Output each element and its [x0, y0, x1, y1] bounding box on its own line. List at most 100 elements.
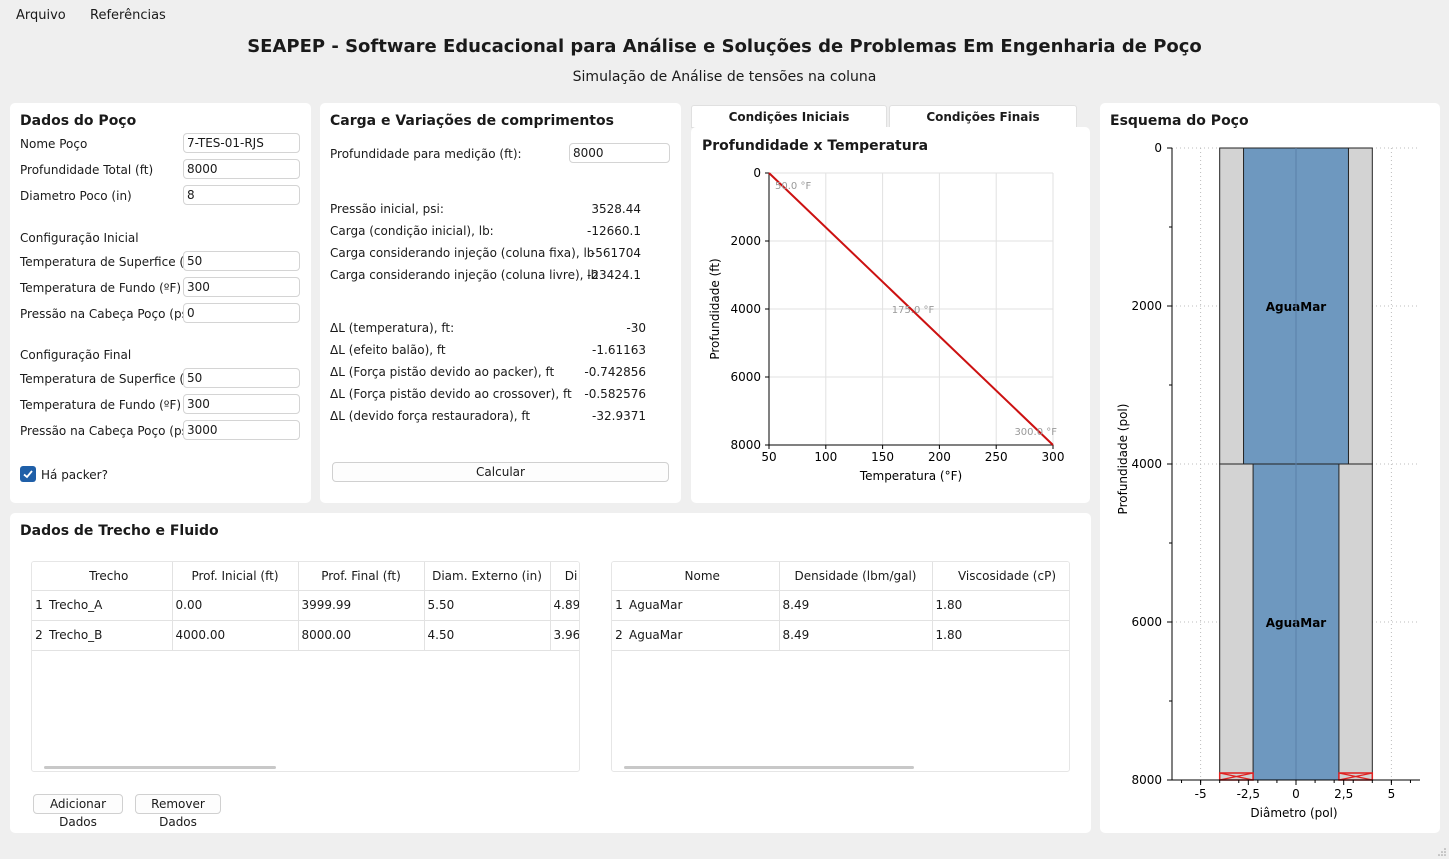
trecho-header-prof-inicial[interactable]: Prof. Inicial (ft) — [172, 562, 299, 591]
y-tick-label: 0 — [753, 166, 761, 180]
adicionar-dados-button[interactable]: Adicionar Dados — [33, 794, 123, 829]
y-tick-label: 8000 — [730, 438, 761, 452]
row-number: 1 — [32, 590, 46, 621]
ini-temp-fundo-input[interactable] — [183, 277, 300, 297]
x-tick-label: 100 — [814, 450, 837, 464]
carga-result-label: Carga (condição inicial), lb: — [330, 224, 494, 238]
trecho-header-diam-externo[interactable]: Diam. Externo (in) — [424, 562, 551, 591]
delta-l-value: -1.61163 — [592, 343, 646, 357]
diam-externo-cell[interactable]: 5.50 — [424, 590, 551, 621]
x-axis-label: Diâmetro (pol) — [1250, 806, 1337, 820]
nome-poco-label: Nome Poço — [20, 137, 88, 151]
viscosidade-cell[interactable]: 1.80 — [932, 620, 1069, 651]
y-axis-label: Profundidade (pol) — [1116, 404, 1130, 515]
fluido-header-viscosidade[interactable]: Viscosidade (cP) — [932, 562, 1069, 591]
resize-grip-icon[interactable] — [1437, 847, 1447, 857]
nome-poco-input[interactable] — [183, 133, 300, 153]
x-tick-label: 2,5 — [1334, 787, 1353, 801]
trecho-corner — [32, 562, 46, 591]
fin-pressao-input[interactable] — [183, 420, 300, 440]
delta-l-label: ΔL (Força pistão devido ao crossover), f… — [330, 387, 572, 401]
carga-result-value: 3528.44 — [591, 202, 641, 216]
row-number: 2 — [612, 620, 626, 651]
carga-result-label: Pressão inicial, psi: — [330, 202, 444, 216]
ini-pressao-input[interactable] — [183, 303, 300, 323]
densidade-cell[interactable]: 8.49 — [779, 620, 933, 651]
prof-inicial-cell[interactable]: 4000.00 — [172, 620, 299, 651]
tab-condicoes-finais[interactable]: Condições Finais — [889, 105, 1077, 128]
check-icon — [23, 470, 33, 479]
x-tick-label: 200 — [928, 450, 951, 464]
ini-temp-superficie-label: Temperatura de Superfice (ºF) — [20, 255, 202, 269]
prof-inicial-cell[interactable]: 0.00 — [172, 590, 299, 621]
trecho-header-trecho[interactable]: Trecho — [46, 562, 173, 591]
viscosidade-cell[interactable]: 1.80 — [932, 590, 1069, 621]
y-tick-label: 4000 — [730, 302, 761, 316]
ini-temp-superficie-input[interactable] — [183, 251, 300, 271]
fin-temp-fundo-input[interactable] — [183, 394, 300, 414]
profundidade-total-label: Profundidade Total (ft) — [20, 163, 154, 177]
fluido-header-densidade[interactable]: Densidade (lbm/gal) — [779, 562, 933, 591]
calcular-button[interactable]: Calcular — [332, 462, 669, 482]
delta-l-value: -0.742856 — [584, 365, 646, 379]
prof-final-cell[interactable]: 3999.99 — [298, 590, 425, 621]
trecho-fluido-panel: Dados de Trecho e Fluido Trecho Prof. In… — [10, 513, 1091, 833]
diametro-poco-input[interactable] — [183, 185, 300, 205]
carga-result-label: Carga considerando injeção (coluna livre… — [330, 268, 599, 282]
carga-panel: Carga e Variações de comprimentos Profun… — [320, 103, 681, 503]
carga-title: Carga e Variações de comprimentos — [330, 113, 614, 129]
ini-temp-fundo-label: Temperatura de Fundo (ºF) — [20, 281, 182, 295]
trecho-table: Trecho Prof. Inicial (ft) Prof. Final (f… — [31, 561, 580, 772]
x-tick-label: 0 — [1292, 787, 1300, 801]
nome-cell[interactable]: AguaMar — [626, 620, 780, 651]
app-title: SEAPEP - Software Educacional para Análi… — [247, 36, 1202, 57]
y-tick-label: 6000 — [1131, 615, 1162, 629]
prof-final-cell[interactable]: 8000.00 — [298, 620, 425, 651]
fin-temp-superficie-label: Temperatura de Superfice (ºF) — [20, 372, 202, 386]
x-tick-label: 5 — [1388, 787, 1396, 801]
trecho-horizontal-scrollbar[interactable] — [44, 766, 276, 769]
x-axis-label: Temperatura (°F) — [859, 469, 962, 483]
menu-arquivo[interactable]: Arquivo — [16, 8, 66, 23]
y-tick-label: 6000 — [730, 370, 761, 384]
table-row[interactable]: 2 Trecho_B 4000.00 8000.00 4.50 3.96 — [32, 620, 579, 651]
fluido-table: Nome Densidade (lbm/gal) Viscosidade (cP… — [611, 561, 1070, 772]
delta-l-label: ΔL (devido força restauradora), ft — [330, 409, 531, 423]
fin-pressao-label: Pressão na Cabeça Poço (psi) — [20, 424, 196, 438]
trecho-header-prof-final[interactable]: Prof. Final (ft) — [298, 562, 425, 591]
x-tick-label: -5 — [1195, 787, 1207, 801]
diam-interno-cell[interactable]: 3.96 — [550, 620, 579, 651]
dados-poco-title: Dados do Poço — [20, 113, 137, 129]
menu-bar: Arquivo Referências — [0, 0, 1449, 30]
config-final-heading: Configuração Final — [20, 348, 132, 362]
trecho-cell[interactable]: Trecho_B — [46, 620, 173, 651]
remover-dados-button[interactable]: Remover Dados — [135, 794, 221, 829]
delta-l-label: ΔL (temperatura), ft: — [330, 321, 455, 335]
profundidade-total-input[interactable] — [183, 159, 300, 179]
esquema-poco-title: Esquema do Poço — [1110, 113, 1249, 129]
fluido-horizontal-scrollbar[interactable] — [624, 766, 914, 769]
x-tick-label: 300 — [1042, 450, 1065, 464]
config-inicial-heading: Configuração Inicial — [20, 231, 139, 245]
fluido-header-nome[interactable]: Nome — [626, 562, 780, 591]
fin-temp-superficie-input[interactable] — [183, 368, 300, 388]
diam-interno-cell[interactable]: 4.89 — [550, 590, 579, 621]
table-row[interactable]: 2 AguaMar 8.49 1.80 — [612, 620, 1069, 651]
y-tick-label: 0 — [1154, 141, 1162, 155]
x-tick-label: -2,5 — [1237, 787, 1260, 801]
table-row[interactable]: 1 AguaMar 8.49 1.80 — [612, 590, 1069, 621]
delta-l-value: -30 — [626, 321, 646, 335]
packer-checkbox[interactable] — [20, 466, 36, 482]
carga-result-value: -12660.1 — [587, 224, 641, 238]
densidade-cell[interactable]: 8.49 — [779, 590, 933, 621]
trecho-cell[interactable]: Trecho_A — [46, 590, 173, 621]
prof-medicao-input[interactable] — [569, 143, 670, 163]
row-number: 1 — [612, 590, 626, 621]
trecho-header-di[interactable]: Di — [550, 562, 579, 591]
tab-condicoes-iniciais[interactable]: Condições Iniciais — [691, 105, 887, 128]
table-row[interactable]: 1 Trecho_A 0.00 3999.99 5.50 4.89 — [32, 590, 579, 621]
diam-externo-cell[interactable]: 4.50 — [424, 620, 551, 651]
nome-cell[interactable]: AguaMar — [626, 590, 780, 621]
menu-referencias[interactable]: Referências — [90, 8, 166, 23]
